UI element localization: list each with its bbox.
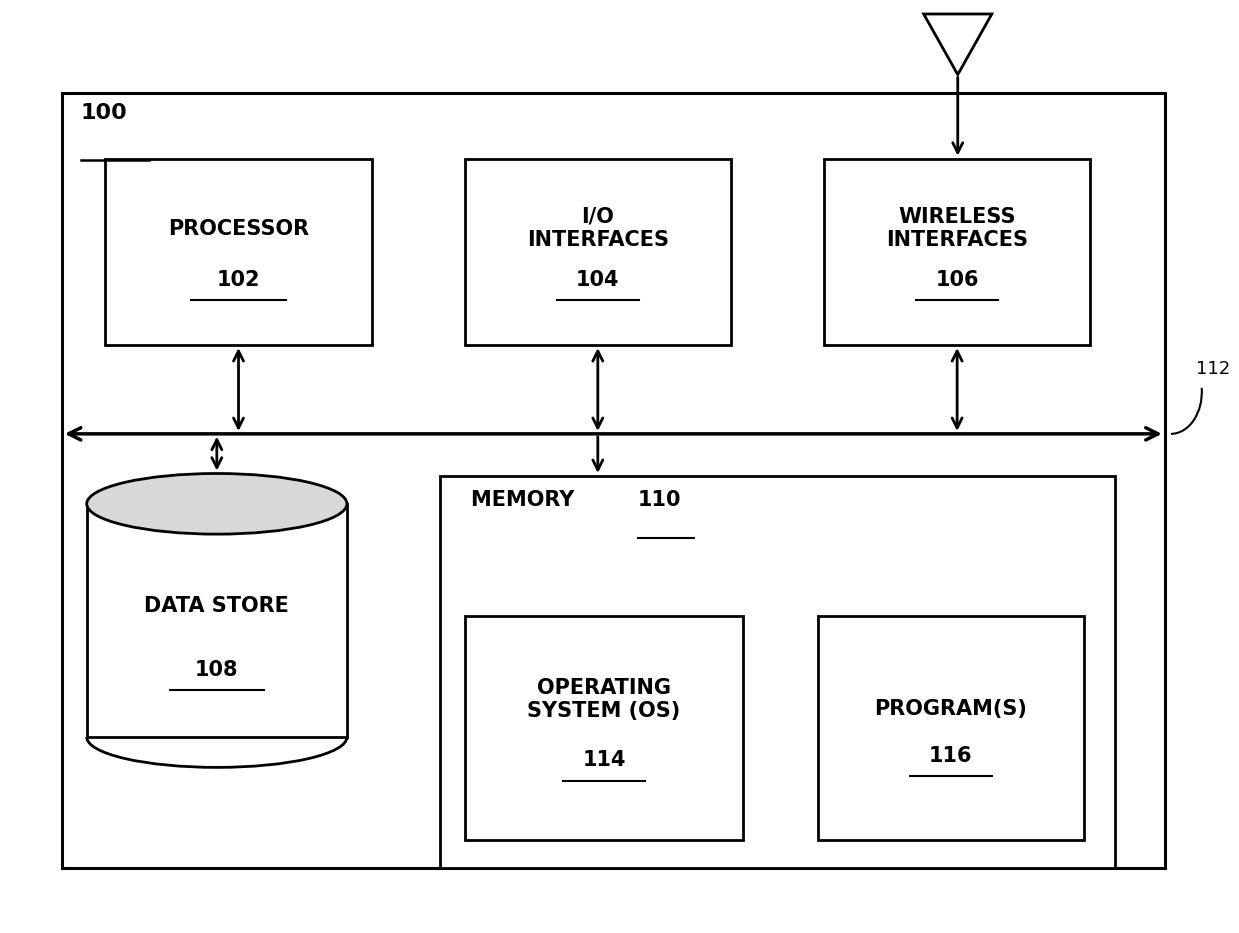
- Bar: [818, 616, 1084, 840]
- Text: 104: 104: [576, 270, 620, 290]
- Text: OPERATING
SYSTEM (OS): OPERATING SYSTEM (OS): [528, 678, 680, 721]
- Text: WIRELESS
INTERFACES: WIRELESS INTERFACES: [886, 207, 1028, 250]
- Bar: [87, 504, 347, 737]
- Text: 108: 108: [195, 660, 239, 680]
- Text: PROCESSOR: PROCESSOR: [169, 218, 309, 239]
- Text: PROGRAM(S): PROGRAM(S): [875, 699, 1027, 719]
- Bar: [440, 476, 1115, 868]
- Bar: [824, 159, 1090, 345]
- Text: DATA STORE: DATA STORE: [145, 596, 289, 617]
- Bar: [465, 159, 731, 345]
- Text: 102: 102: [217, 270, 260, 290]
- Bar: [465, 616, 743, 840]
- Text: 110: 110: [638, 490, 681, 509]
- Text: MEMORY: MEMORY: [471, 490, 581, 509]
- Ellipse shape: [87, 474, 347, 534]
- Text: 100: 100: [81, 103, 128, 122]
- Text: I/O
INTERFACES: I/O INTERFACES: [527, 207, 669, 250]
- Text: 112: 112: [1196, 359, 1230, 378]
- Text: 106: 106: [935, 270, 979, 290]
- Text: 116: 116: [929, 745, 973, 766]
- Text: 114: 114: [582, 750, 626, 771]
- Bar: [62, 93, 1165, 868]
- Polygon shape: [924, 14, 991, 75]
- Bar: [105, 159, 372, 345]
